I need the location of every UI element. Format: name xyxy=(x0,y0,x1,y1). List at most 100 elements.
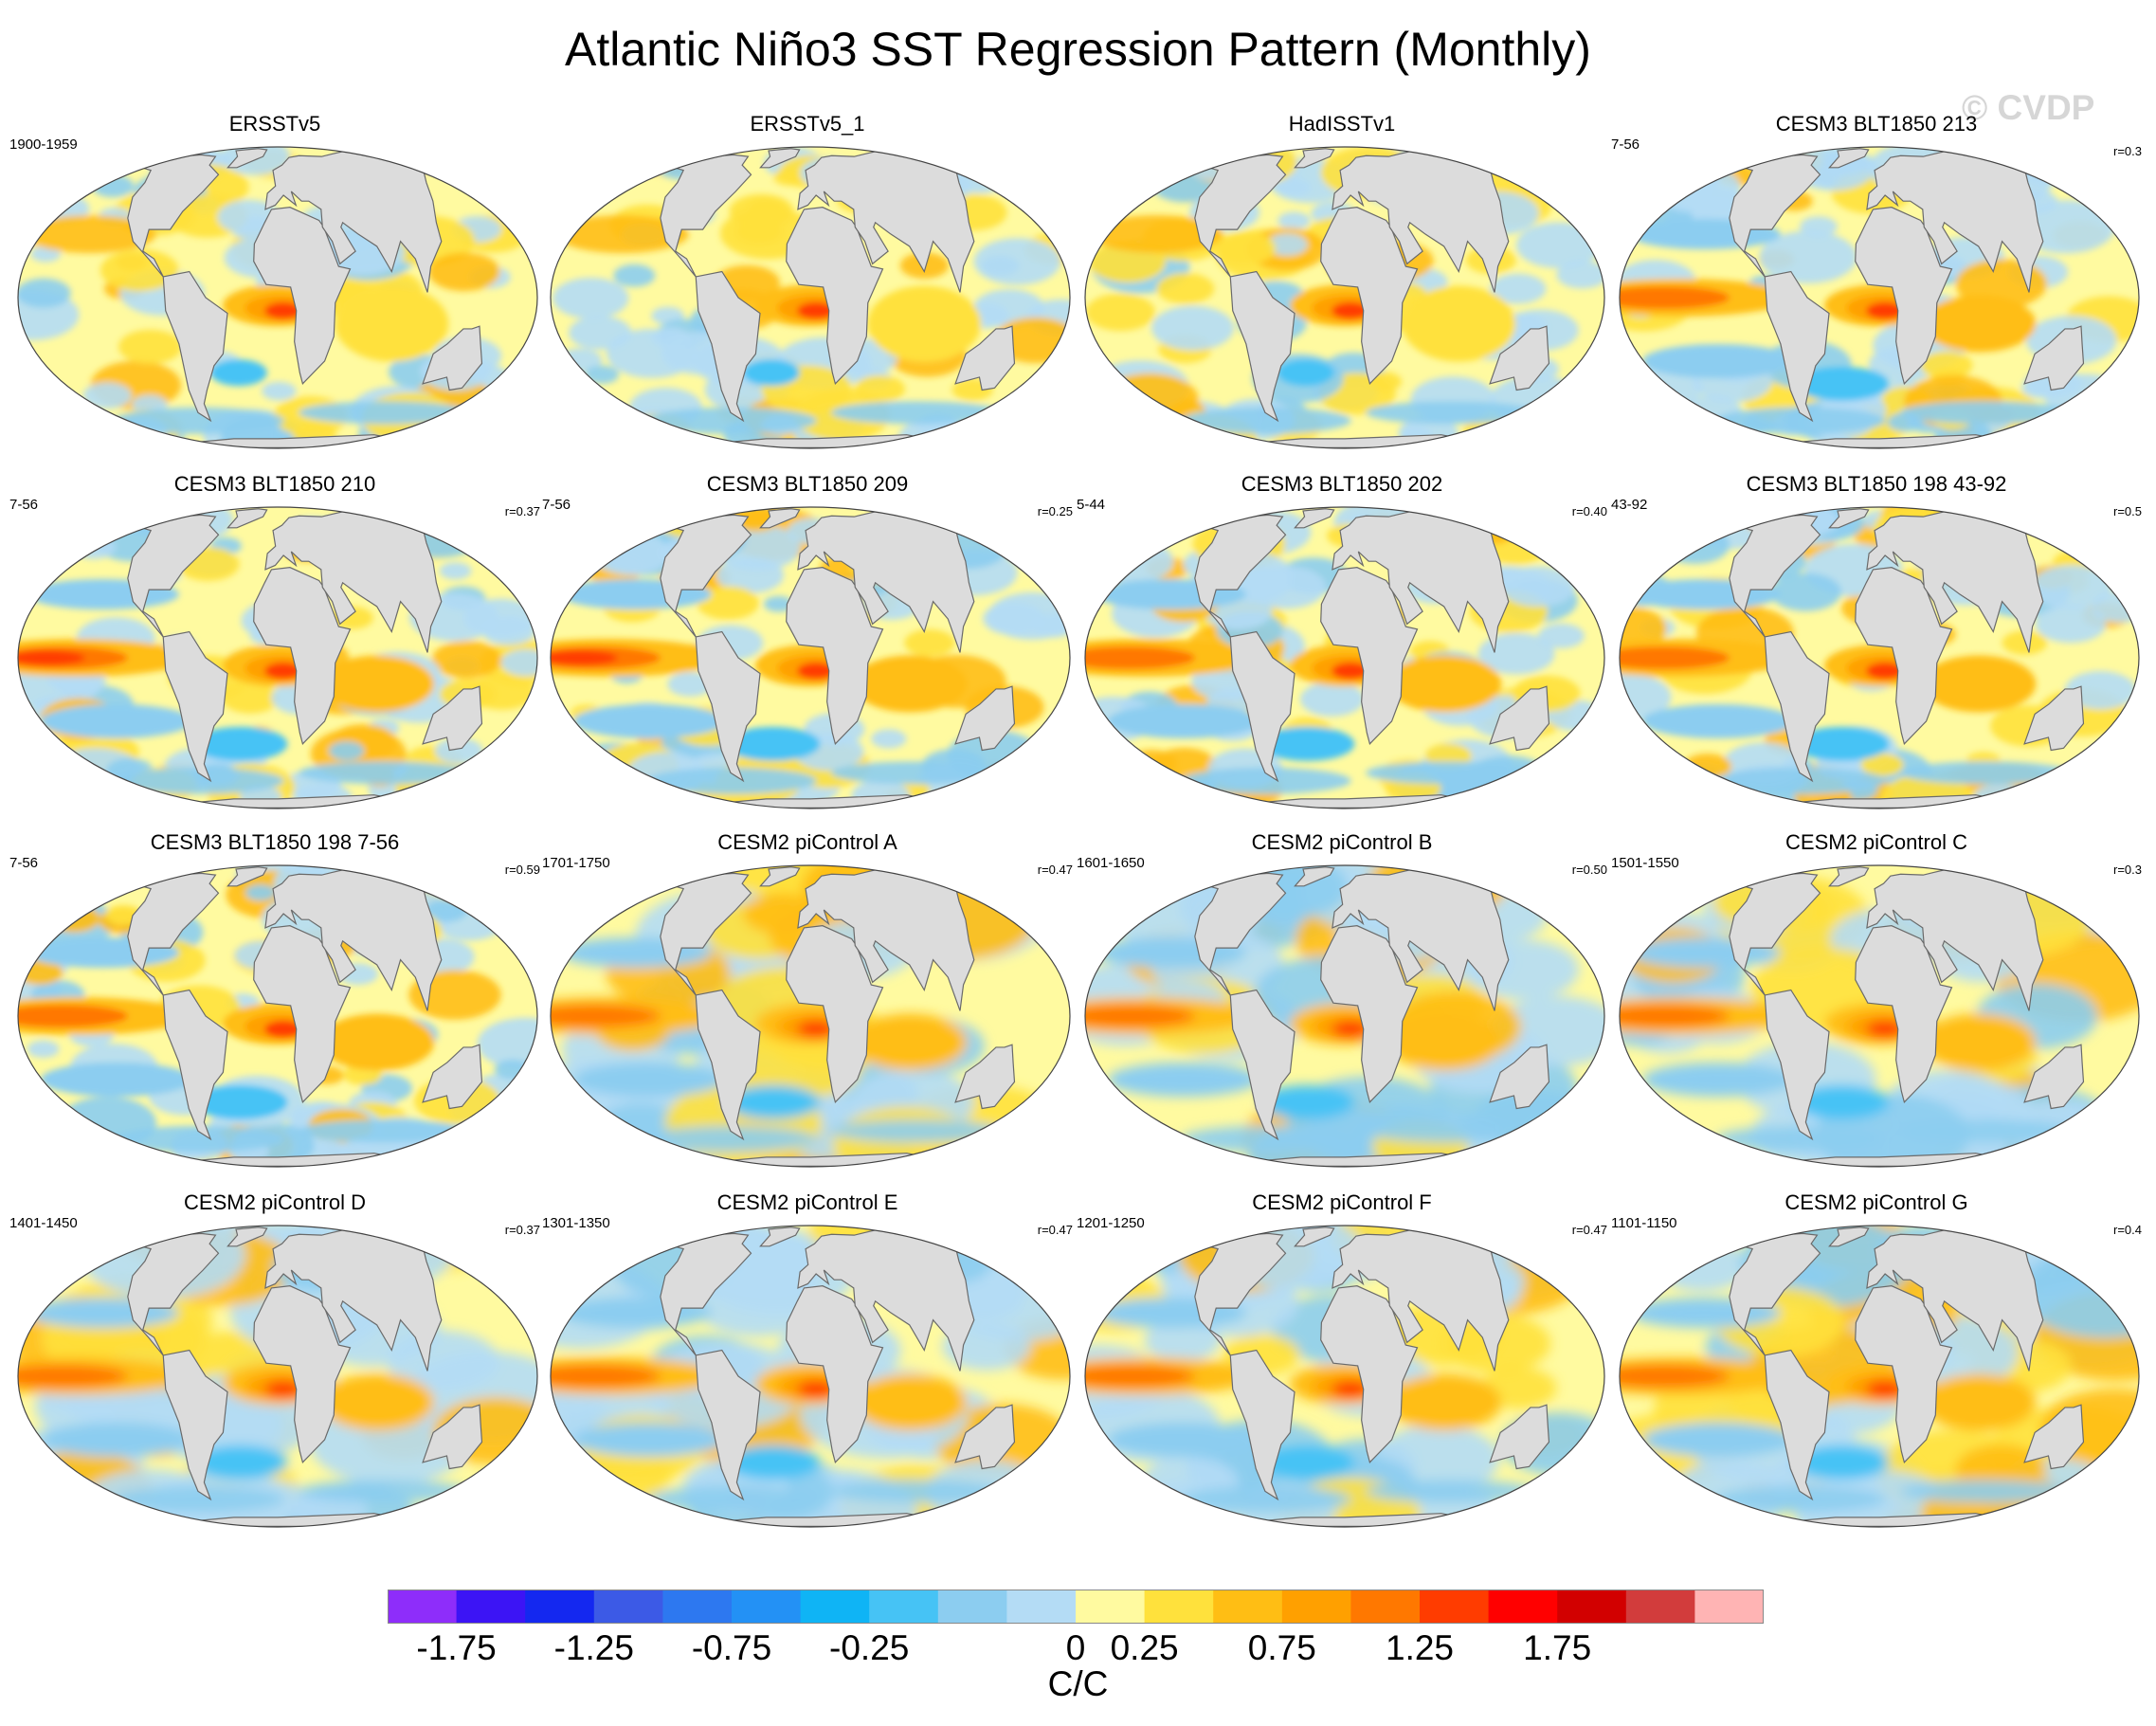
robinson-map xyxy=(550,146,1071,449)
colorbar-tick-label: -0.75 xyxy=(691,1628,772,1667)
sst-contour xyxy=(645,767,817,794)
robinson-map xyxy=(1084,506,1605,809)
globe-outline xyxy=(1084,146,1605,449)
continent-au xyxy=(422,1044,483,1110)
continent-na xyxy=(1724,514,1821,638)
panel-grid: ERSSTv5 1900-1959 ERSSTv5_1 HadISSTv1 CESM3 … xyxy=(9,112,2144,1532)
sst-contour xyxy=(18,278,71,308)
continent-af xyxy=(1320,207,1419,386)
colorbar-swatch xyxy=(1281,1590,1351,1624)
panel-correlation: r=0.3 xyxy=(2113,144,2142,158)
panel-title: CESM3 BLT1850 198 43-92 xyxy=(1746,472,2007,496)
sst-contour xyxy=(245,884,276,901)
sst-contour xyxy=(871,729,907,749)
continent-eu xyxy=(1332,1229,1510,1372)
sst-contour xyxy=(831,761,1003,785)
sst-contour xyxy=(831,401,1003,425)
robinson-map xyxy=(1619,146,2140,449)
continent-eu xyxy=(797,1229,975,1372)
sst-contour xyxy=(18,650,85,665)
globe-outline xyxy=(550,506,1071,809)
robinson-map xyxy=(17,146,538,449)
sst-contour xyxy=(831,1480,1003,1503)
sst-contour xyxy=(645,407,817,434)
continent-sa xyxy=(162,270,228,423)
continent-gr xyxy=(1294,148,1335,169)
colorbar-swatch xyxy=(1006,1590,1077,1624)
sst-contour xyxy=(18,1365,128,1388)
sst-contour xyxy=(1641,1422,1794,1457)
panel-period: 1601-1650 xyxy=(1077,855,1145,871)
continent-gr xyxy=(226,1226,268,1247)
continent-sa xyxy=(162,989,228,1141)
sst-contour xyxy=(1144,1319,1222,1361)
continent-na xyxy=(1724,1232,1821,1356)
sst-contour xyxy=(1107,703,1259,738)
sst-contour xyxy=(645,1485,817,1513)
sst-contour xyxy=(1387,1373,1502,1431)
map-panel: CESM2 piControl G 1101-1150 r=0.4 xyxy=(1609,1190,2144,1532)
panel-period: 43-92 xyxy=(1611,497,1648,513)
continent-au xyxy=(1489,325,1550,391)
globe-outline xyxy=(1084,1225,1605,1528)
land-masses xyxy=(1724,866,2085,1167)
robinson-map xyxy=(17,864,538,1168)
continent-sa xyxy=(1229,1349,1295,1501)
continent-sa xyxy=(1764,1349,1830,1501)
continent-na xyxy=(122,154,220,278)
continent-af xyxy=(786,1285,884,1464)
sst-contour xyxy=(1641,343,1794,378)
panel-correlation: r=0.25 xyxy=(1037,504,1073,518)
robinson-map xyxy=(550,864,1071,1168)
sst-contour xyxy=(1366,1119,1537,1143)
map-panel: CESM3 BLT1850 202 5-44 r=0.40 xyxy=(1075,472,1609,813)
sst-contour xyxy=(192,1084,288,1119)
colorbar-tick-label: -0.25 xyxy=(829,1628,910,1667)
sst-contour xyxy=(100,248,179,292)
sst-contour xyxy=(1620,606,1667,650)
panel-period: 1301-1350 xyxy=(542,1215,610,1231)
panel-title: CESM3 BLT1850 210 xyxy=(173,472,376,496)
sst-contour xyxy=(1900,761,2072,785)
colorbar-swatch xyxy=(593,1590,663,1624)
land-masses xyxy=(1724,1226,2085,1527)
continent-af xyxy=(786,925,884,1104)
colorbar-swatch xyxy=(525,1590,595,1624)
continent-au xyxy=(954,1404,1016,1470)
continent-gr xyxy=(226,148,268,169)
sst-contour xyxy=(590,532,670,575)
continent-na xyxy=(122,872,220,996)
continent-au xyxy=(2023,1044,2085,1110)
continent-af xyxy=(253,207,352,386)
sst-contour xyxy=(1259,726,1355,761)
sst-contour xyxy=(1620,1365,1730,1388)
sst-contour xyxy=(1151,305,1235,351)
sst-contour xyxy=(1332,1380,1370,1398)
continent-sa xyxy=(695,1349,761,1501)
sst-contour xyxy=(1092,539,1174,584)
globe-outline xyxy=(1084,506,1605,809)
continent-sa xyxy=(162,630,228,783)
sst-contour xyxy=(299,1119,470,1143)
sst-contour xyxy=(1127,750,1178,777)
colorbar-swatch xyxy=(1213,1590,1283,1624)
continent-sa xyxy=(695,270,761,423)
panel-correlation: r=0.3 xyxy=(2113,863,2142,877)
sst-contour xyxy=(572,703,725,738)
map-panel: CESM2 piControl E 1301-1350 r=0.47 xyxy=(540,1190,1075,1532)
continent-eu xyxy=(797,869,975,1011)
panel-correlation: r=0.37 xyxy=(504,1223,540,1237)
sst-contour xyxy=(1107,1062,1259,1097)
sst-contour xyxy=(853,1013,968,1071)
map-panel: HadISSTv1 xyxy=(1075,112,1609,453)
sst-contour xyxy=(1266,233,1308,256)
continent-au xyxy=(1489,1404,1550,1470)
panel-title: CESM2 piControl E xyxy=(716,1190,898,1214)
sst-contour xyxy=(40,703,192,738)
sst-contour xyxy=(1332,301,1370,319)
map-panel: ERSSTv5_1 xyxy=(540,112,1075,453)
map-panel: CESM3 BLT1850 209 7-56 r=0.25 xyxy=(540,472,1075,813)
sst-contour xyxy=(320,1373,435,1431)
colorbar-swatch xyxy=(1625,1590,1695,1624)
sst-contour xyxy=(30,245,61,263)
